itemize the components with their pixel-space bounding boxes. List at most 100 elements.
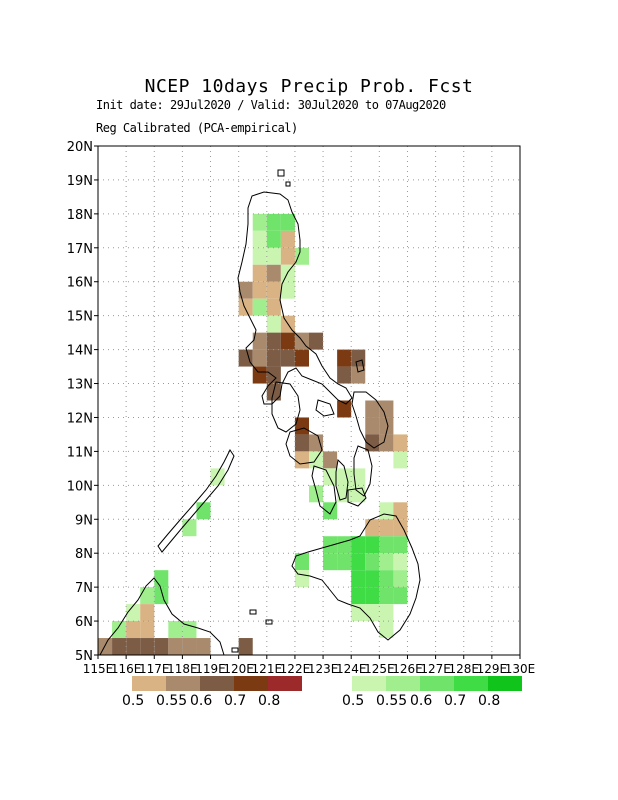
prob-cell bbox=[140, 604, 155, 622]
catanduanes-coastline bbox=[355, 359, 365, 373]
prob-cell bbox=[280, 332, 295, 350]
prob-cell bbox=[337, 400, 352, 418]
lat-label: 7N bbox=[75, 581, 93, 596]
prob-cell bbox=[154, 587, 169, 605]
map-frame bbox=[97, 145, 521, 656]
prob-cell bbox=[309, 485, 324, 503]
lat-label: 18N bbox=[67, 208, 93, 223]
prob-cell bbox=[294, 451, 309, 469]
prob-cell bbox=[337, 349, 352, 367]
prob-cell bbox=[280, 349, 295, 367]
prob-cell bbox=[294, 417, 309, 435]
prob-cell bbox=[294, 349, 309, 367]
prob-cell bbox=[196, 638, 211, 655]
prob-cell bbox=[294, 434, 309, 452]
prob-cell bbox=[309, 332, 324, 350]
lat-label: 19N bbox=[67, 174, 93, 189]
prob-cell bbox=[337, 485, 352, 503]
babuyan-islets bbox=[277, 169, 291, 187]
lat-label: 12N bbox=[67, 411, 93, 426]
prob-cell bbox=[379, 621, 394, 639]
wet-legend-swatch bbox=[386, 676, 420, 691]
legend-value-label: 0.55 bbox=[156, 693, 188, 709]
lat-label: 16N bbox=[67, 276, 93, 291]
prob-cell bbox=[393, 570, 408, 588]
wet-legend-swatch bbox=[352, 676, 386, 691]
prob-cell bbox=[309, 451, 324, 469]
dry-legend-swatch bbox=[166, 676, 200, 691]
lon-label: 119E bbox=[195, 662, 226, 676]
prob-cell bbox=[154, 570, 169, 588]
prob-cell bbox=[168, 621, 183, 639]
legend-value-label: 0.5 bbox=[122, 693, 145, 709]
lon-label: 130E bbox=[505, 662, 536, 676]
map-title: NCEP 10days Precip Prob. Fcst bbox=[144, 76, 474, 97]
prob-cell bbox=[393, 536, 408, 554]
legend-value-label: 0.6 bbox=[410, 693, 433, 709]
mindanao-coastline bbox=[291, 513, 421, 641]
lon-label: 124E bbox=[336, 662, 367, 676]
prob-cell bbox=[252, 366, 267, 384]
prob-cell bbox=[379, 604, 394, 622]
prob-cell bbox=[126, 621, 141, 639]
bohol-coastline bbox=[347, 487, 367, 507]
prob-cell bbox=[379, 519, 394, 537]
legend-value-label: 0.6 bbox=[190, 693, 213, 709]
prob-cell bbox=[323, 451, 338, 469]
axis-labels: 5N 6N 7N 8N 9N 10N 11N 12N 13N 14N 15N 16N 17N 18N 19N… bbox=[67, 140, 536, 676]
prob-cell bbox=[280, 281, 295, 299]
legend-value-label: 0.8 bbox=[258, 693, 281, 709]
prob-cell bbox=[182, 519, 197, 537]
lat-label: 13N bbox=[67, 378, 93, 393]
prob-cell bbox=[337, 366, 352, 384]
lon-label: 120E bbox=[223, 662, 254, 676]
prob-cell bbox=[351, 468, 366, 486]
prob-cell bbox=[379, 553, 394, 571]
wet-legend-swatch bbox=[420, 676, 454, 691]
lat-label: 8N bbox=[75, 547, 93, 562]
prob-cell bbox=[351, 349, 366, 367]
lon-label: 126E bbox=[392, 662, 423, 676]
prob-cell bbox=[252, 332, 267, 350]
prob-cell bbox=[393, 434, 408, 452]
palawan-coastline bbox=[157, 449, 235, 553]
prob-cell bbox=[140, 621, 155, 639]
panay-coastline bbox=[285, 427, 323, 465]
sulu-islets bbox=[231, 609, 273, 653]
prob-cell bbox=[294, 553, 309, 571]
legend-value-label: 0.8 bbox=[478, 693, 501, 709]
lon-label: 121E bbox=[252, 662, 283, 676]
prob-cell bbox=[252, 213, 267, 231]
method-note: Reg Calibrated (PCA-empirical) bbox=[96, 121, 298, 135]
wet-legend-swatch bbox=[488, 676, 522, 691]
prob-cell bbox=[379, 417, 394, 435]
lon-label: 118E bbox=[167, 662, 198, 676]
prob-cell bbox=[365, 553, 380, 571]
lon-label: 117E bbox=[139, 662, 170, 676]
prob-cell bbox=[126, 638, 141, 655]
prob-cell bbox=[238, 349, 253, 367]
prob-cell bbox=[266, 281, 281, 299]
prob-cell bbox=[266, 332, 281, 350]
prob-cell bbox=[309, 434, 324, 452]
lon-label: 123E bbox=[308, 662, 339, 676]
wet-legend-swatch bbox=[454, 676, 488, 691]
lat-label: 20N bbox=[67, 140, 93, 155]
prob-cell bbox=[393, 553, 408, 571]
prob-cell bbox=[238, 638, 253, 655]
prob-cell bbox=[266, 264, 281, 282]
prob-cell bbox=[365, 604, 380, 622]
prob-cell bbox=[210, 468, 225, 486]
prob-cell bbox=[351, 570, 366, 588]
dry-legend-swatch bbox=[268, 676, 302, 691]
prob-cell bbox=[393, 519, 408, 537]
lat-label: 17N bbox=[67, 242, 93, 257]
prob-cell bbox=[266, 315, 281, 333]
prob-cell bbox=[182, 621, 197, 639]
prob-cell bbox=[140, 638, 155, 655]
dry-legend-swatch bbox=[132, 676, 166, 691]
luzon-coastline bbox=[237, 191, 353, 405]
prob-cell bbox=[337, 536, 352, 554]
prob-cell bbox=[351, 485, 366, 503]
